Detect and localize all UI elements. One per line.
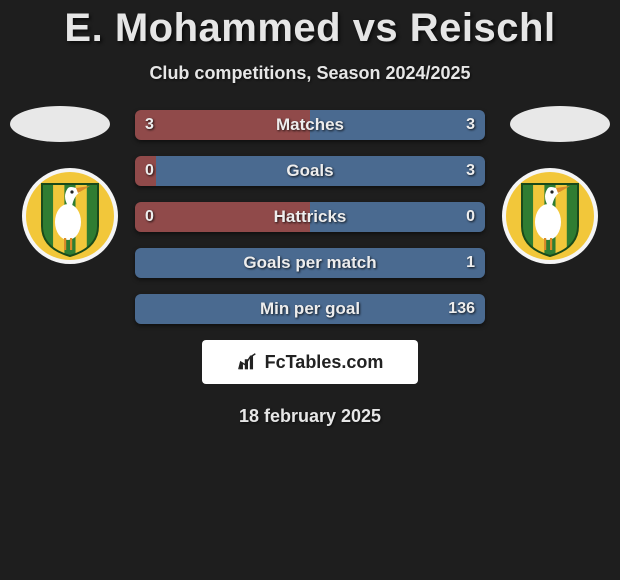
stat-label: Min per goal	[135, 294, 485, 324]
player-avatar-left	[10, 106, 110, 142]
subtitle: Club competitions, Season 2024/2025	[0, 63, 620, 84]
brand-box: FcTables.com	[202, 340, 418, 384]
date-line: 18 february 2025	[0, 406, 620, 427]
stat-row: 33Matches	[135, 110, 485, 140]
stats-area: 33Matches 03Goals 00Hattricks 1Goals per ma…	[0, 110, 620, 324]
page-title: E. Mohammed vs Reischl	[0, 0, 620, 51]
club-badge-right	[500, 166, 600, 266]
stat-row: 136Min per goal	[135, 294, 485, 324]
player-avatar-right	[510, 106, 610, 142]
bar-chart-icon	[237, 351, 259, 373]
stat-label: Goals	[135, 156, 485, 186]
stat-row: 1Goals per match	[135, 248, 485, 278]
stat-row: 03Goals	[135, 156, 485, 186]
club-badge-left	[20, 166, 120, 266]
stat-row: 00Hattricks	[135, 202, 485, 232]
stat-label: Matches	[135, 110, 485, 140]
stats-bars: 33Matches 03Goals 00Hattricks 1Goals per ma…	[135, 110, 485, 324]
stat-label: Hattricks	[135, 202, 485, 232]
stat-label: Goals per match	[135, 248, 485, 278]
ado-den-haag-badge-icon	[500, 166, 600, 266]
brand-text: FcTables.com	[265, 352, 384, 373]
ado-den-haag-badge-icon	[20, 166, 120, 266]
